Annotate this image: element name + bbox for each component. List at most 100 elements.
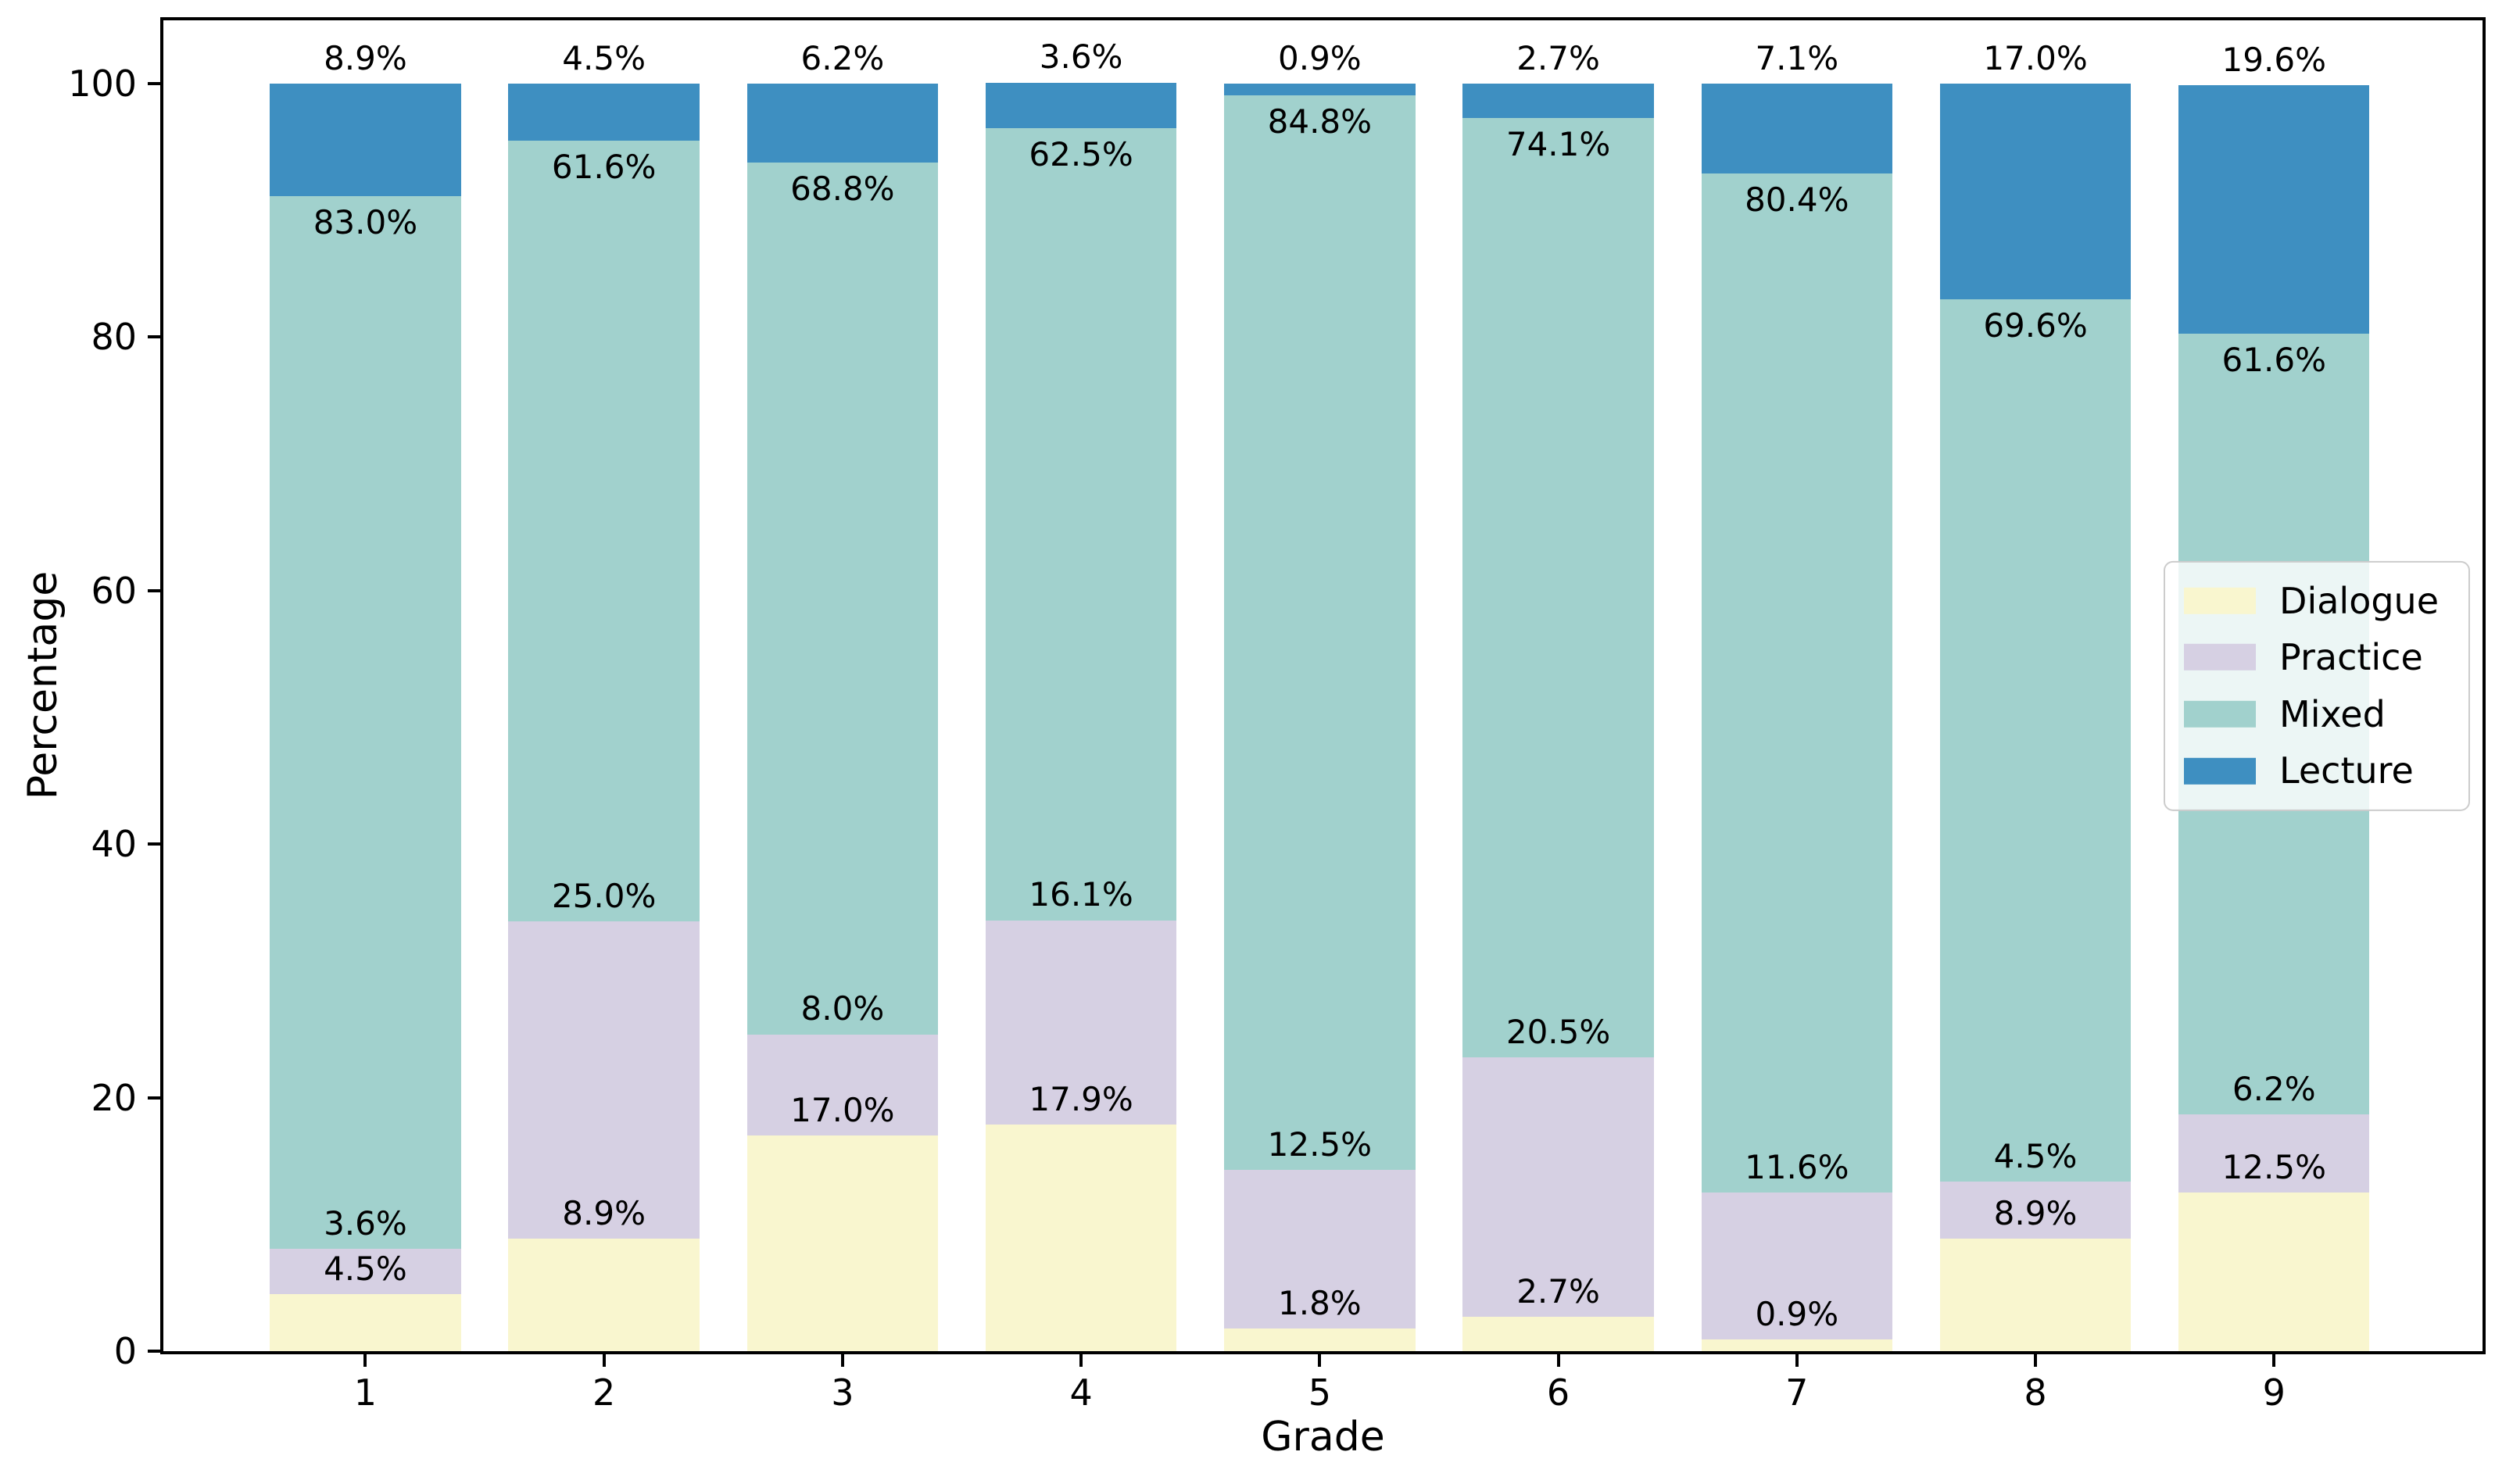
segment-lecture-grade-2 — [508, 84, 700, 141]
segment-value-label: 61.6% — [2221, 340, 2326, 379]
x-tick-label: 3 — [831, 1371, 854, 1414]
y-tick — [148, 335, 160, 339]
legend-label: Lecture — [2279, 749, 2414, 792]
segment-value-label: 0.9% — [1277, 39, 1362, 78]
segment-dialogue-grade-9 — [2178, 1193, 2370, 1351]
x-tick — [1318, 1354, 1322, 1367]
segment-dialogue-grade-8 — [1939, 1238, 2132, 1351]
segment-value-label: 74.1% — [1505, 124, 1611, 163]
legend-label: Mixed — [2279, 692, 2386, 735]
segment-value-label: 11.6% — [1745, 1148, 1849, 1187]
segment-dialogue-grade-3 — [746, 1135, 939, 1351]
segment-dialogue-grade-6 — [1462, 1317, 1654, 1351]
x-tick-label: 1 — [353, 1371, 378, 1414]
y-tick-label: 60 — [91, 569, 137, 612]
segment-dialogue-grade-2 — [508, 1238, 700, 1351]
segment-value-label: 17.9% — [1029, 1079, 1133, 1118]
segment-value-label: 8.0% — [800, 989, 885, 1028]
segment-mixed-grade-6 — [1462, 117, 1654, 1057]
y-tick-label: 40 — [91, 823, 137, 866]
segment-value-label: 3.6% — [1039, 38, 1123, 77]
segment-value-label: 19.6% — [2221, 40, 2326, 79]
legend-label: Practice — [2279, 635, 2423, 678]
segment-practice-grade-7 — [1701, 1193, 1892, 1340]
y-tick — [148, 82, 160, 86]
segment-value-label: 1.8% — [1277, 1283, 1362, 1322]
segment-lecture-grade-7 — [1701, 84, 1892, 174]
y-tick — [148, 588, 160, 592]
segment-lecture-grade-8 — [1939, 84, 2132, 299]
legend-item-lecture: Lecture — [2184, 751, 2439, 791]
y-tick — [148, 842, 160, 846]
segment-value-label: 12.5% — [2221, 1148, 2326, 1187]
segment-lecture-grade-1 — [270, 84, 461, 197]
y-tick-label: 80 — [91, 316, 137, 359]
segment-value-label: 84.8% — [1267, 102, 1373, 141]
x-tick-label: 9 — [2262, 1371, 2286, 1414]
x-tick — [602, 1354, 606, 1367]
segment-dialogue-grade-5 — [1224, 1328, 1416, 1351]
segment-value-label: 25.0% — [551, 877, 657, 916]
legend-item-mixed: Mixed — [2184, 692, 2439, 735]
y-tick — [148, 1350, 160, 1353]
segment-mixed-grade-8 — [1939, 299, 2132, 1182]
x-tick — [1079, 1354, 1083, 1367]
segment-value-label: 0.9% — [1755, 1295, 1839, 1334]
segment-value-label: 62.5% — [1029, 134, 1133, 173]
segment-value-label: 20.5% — [1505, 1012, 1611, 1051]
segment-dialogue-grade-1 — [270, 1294, 461, 1351]
segment-practice-grade-5 — [1224, 1170, 1416, 1328]
x-tick-label: 6 — [1546, 1371, 1570, 1414]
y-tick-label: 20 — [91, 1076, 137, 1119]
segment-practice-grade-1 — [270, 1248, 461, 1295]
legend-item-dialogue: Dialogue — [2184, 581, 2439, 620]
x-tick — [363, 1354, 367, 1367]
segment-value-label: 8.9% — [324, 39, 407, 78]
segment-dialogue-grade-7 — [1701, 1339, 1892, 1351]
x-tick — [1556, 1354, 1560, 1367]
legend-swatch-lecture — [2184, 757, 2257, 785]
segment-value-label: 16.1% — [1029, 875, 1133, 914]
legend-item-practice: Practice — [2184, 638, 2439, 678]
segment-value-label: 8.9% — [1993, 1193, 2078, 1232]
plot-area: Grade Dialogue Practice Mixed Lecture 0 20 40… — [68, 17, 2486, 1457]
segment-value-label: 12.5% — [1267, 1125, 1373, 1164]
segment-value-label: 2.7% — [1516, 1272, 1600, 1311]
legend-swatch-practice — [2184, 644, 2257, 671]
segment-practice-grade-2 — [508, 921, 700, 1239]
x-axis-label: Grade — [1261, 1414, 1385, 1461]
legend: Dialogue Practice Mixed Lecture — [2164, 560, 2470, 811]
x-tick-label: 8 — [2024, 1371, 2047, 1414]
legend-label: Dialogue — [2279, 579, 2439, 622]
segment-value-label: 69.6% — [1983, 306, 2088, 345]
segment-lecture-grade-3 — [746, 84, 939, 163]
segment-value-label: 3.6% — [324, 1203, 407, 1243]
x-tick — [2034, 1354, 2038, 1367]
segment-value-label: 7.1% — [1755, 39, 1839, 78]
segment-value-label: 80.4% — [1745, 181, 1849, 220]
segment-dialogue-grade-4 — [985, 1124, 1177, 1351]
segment-value-label: 6.2% — [800, 39, 885, 78]
x-tick-label: 5 — [1308, 1371, 1331, 1414]
segment-value-label: 4.5% — [324, 1249, 407, 1288]
segment-mixed-grade-1 — [270, 196, 461, 1249]
segment-lecture-grade-9 — [2178, 84, 2370, 334]
segment-value-label: 6.2% — [2232, 1069, 2316, 1108]
x-tick — [1795, 1354, 1799, 1367]
y-tick-label: 100 — [68, 63, 137, 105]
segment-lecture-grade-4 — [985, 82, 1177, 128]
segment-practice-grade-4 — [985, 920, 1177, 1125]
segment-practice-grade-6 — [1462, 1057, 1654, 1318]
segment-value-label: 4.5% — [1993, 1136, 2078, 1175]
segment-mixed-grade-3 — [746, 162, 939, 1035]
segment-value-label: 2.7% — [1516, 39, 1600, 78]
segment-mixed-grade-2 — [508, 141, 700, 922]
segment-lecture-grade-5 — [1224, 84, 1416, 95]
segment-value-label: 83.0% — [313, 203, 418, 242]
segment-lecture-grade-6 — [1462, 84, 1654, 118]
segment-value-label: 17.0% — [1983, 39, 2088, 78]
segment-value-label: 8.9% — [562, 1193, 646, 1232]
segment-practice-grade-8 — [1939, 1181, 2132, 1239]
x-tick — [840, 1354, 844, 1367]
